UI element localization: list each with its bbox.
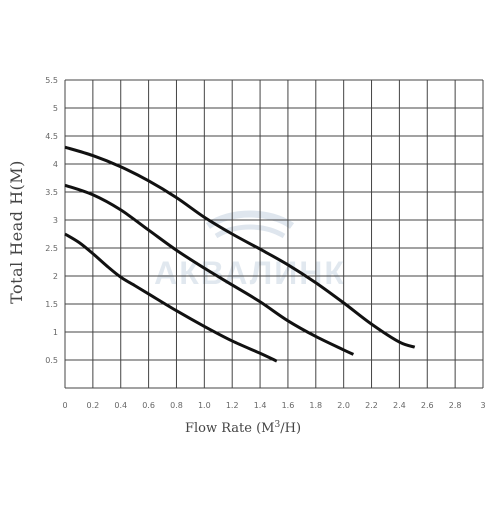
x-tick-label: 2.0: [337, 401, 350, 410]
x-tick-label: 0: [62, 401, 67, 410]
x-tick-label: 1.0: [198, 401, 211, 410]
x-tick-label: 1.4: [254, 401, 267, 410]
x-tick-label: 1.8: [309, 401, 322, 410]
x-tick-label: 1.6: [282, 401, 295, 410]
x-tick-label: 2.2: [365, 401, 378, 410]
y-tick-label: 3.5: [45, 188, 58, 197]
watermark-logo-icon: [205, 210, 295, 239]
x-tick-label: 0.8: [170, 401, 183, 410]
x-axis-title: Flow Rate (M3/H): [185, 420, 301, 436]
y-tick-label: 1: [53, 328, 58, 337]
y-tick-label: 0.5: [45, 356, 58, 365]
x-tick-label: 2.6: [421, 401, 434, 410]
x-tick-label: 3: [480, 401, 485, 410]
x-axis-title-sup: 3: [275, 420, 281, 430]
x-axis-title-end: /H): [280, 421, 301, 436]
y-tick-label: 4: [53, 160, 58, 169]
x-axis-title-main: Flow Rate (M: [185, 421, 275, 436]
y-tick-label: 4.5: [45, 132, 58, 141]
y-tick-label: 1.5: [45, 300, 58, 309]
x-tick-label: 0.4: [114, 401, 127, 410]
x-tick-label: 1.2: [226, 401, 239, 410]
x-tick-label: 2.4: [393, 401, 406, 410]
y-tick-label: 5: [53, 104, 58, 113]
y-tick-label: 2.5: [45, 244, 58, 253]
y-tick-label: 3: [53, 216, 58, 225]
series-line-3: [64, 145, 416, 349]
grid: [64, 79, 484, 389]
y-axis-title: Total Head H(M): [7, 160, 26, 304]
series-line-2: [64, 183, 355, 356]
y-tick-label: 5.5: [45, 76, 58, 85]
x-tick-label: 2.8: [449, 401, 462, 410]
y-axis-ticks: 0.5 1 1.5 2 2.5 3 3.5 4 4.5 5 5.5: [45, 76, 58, 365]
x-tick-label: 0.2: [86, 401, 99, 410]
series-line-1: [64, 232, 278, 363]
y-tick-label: 2: [53, 272, 58, 281]
series-group: [64, 145, 416, 363]
watermark-text: АКВАЛИНК: [154, 255, 346, 291]
x-tick-label: 0.6: [142, 401, 155, 410]
x-axis-ticks: 0 0.2 0.4 0.6 0.8 1.0 1.2 1.4 1.6 1.8 2.0 2.2 2.4 2.6…: [62, 401, 485, 410]
watermark: АКВАЛИНК: [154, 210, 346, 291]
